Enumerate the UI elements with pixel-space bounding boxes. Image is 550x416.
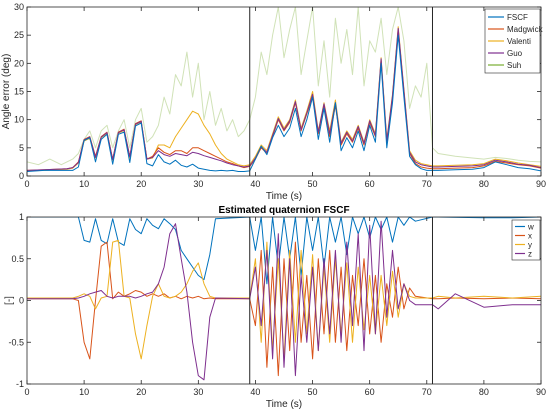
x-tick-label: 90 <box>536 387 546 397</box>
y-tick-label: -0.5 <box>8 337 24 347</box>
y-tick-label: 5 <box>19 143 24 153</box>
x-tick-label: 80 <box>479 387 489 397</box>
series-line-w <box>27 217 541 285</box>
x-tick-label: 50 <box>308 179 318 189</box>
x-tick-label: 80 <box>479 179 489 189</box>
x-tick-label: 40 <box>250 387 260 397</box>
y-tick-label: 15 <box>14 87 24 97</box>
y-tick-label: 30 <box>14 2 24 12</box>
x-tick-label: 0 <box>24 179 29 189</box>
y-tick-label: 10 <box>14 115 24 125</box>
quaternion-chart: 0 10 20 30 40 50 60 70 80 90 -1 -0.5 0 0.5 1 Time (s) [-… <box>4 205 546 410</box>
y-tick-label: 1 <box>19 212 24 222</box>
x-axis-label: Time (s) <box>266 191 302 202</box>
legend-label-guo: Guo <box>507 49 523 58</box>
x-tick-label: 70 <box>422 387 432 397</box>
legend-label-y: y <box>528 241 532 250</box>
x-tick-label: 10 <box>79 387 89 397</box>
y-tick-label: -1 <box>16 379 24 389</box>
y-axis-label: [-] <box>4 296 15 305</box>
series-line-z <box>27 220 541 381</box>
x-tick-label: 0 <box>24 387 29 397</box>
legend-label-madgwick: Madgwick <box>507 25 544 34</box>
legend: FSCF Madgwick Valenti Guo Suh <box>484 8 544 74</box>
x-tick-label: 90 <box>536 179 546 189</box>
y-tick-label: 0 <box>19 296 24 306</box>
x-tick-label: 20 <box>136 387 146 397</box>
x-tick-label: 40 <box>250 179 260 189</box>
x-tick-label: 70 <box>422 179 432 189</box>
legend-label-valenti: Valenti <box>507 37 531 46</box>
angle-error-chart: 0 10 20 30 40 50 60 70 80 90 0 5 10 15 20 25 30 Time (s) A… <box>1 2 546 202</box>
y-tick-label: 25 <box>14 30 24 40</box>
y-axis-label: Angle error (deg) <box>1 54 12 130</box>
series-line-fscf <box>27 34 541 172</box>
y-tick-label: 20 <box>14 58 24 68</box>
legend-label-fscf: FSCF <box>507 13 528 22</box>
x-tick-label: 10 <box>79 179 89 189</box>
x-tick-label: 20 <box>136 179 146 189</box>
legend-label-suh: Suh <box>507 61 521 70</box>
y-tick-label: 0 <box>19 171 24 181</box>
series-line-suh <box>27 7 541 166</box>
y-tick-label: 0.5 <box>11 254 24 264</box>
x-tick-label: 30 <box>193 179 203 189</box>
x-axis-label: Time (s) <box>266 399 302 410</box>
x-tick-label: 50 <box>308 387 318 397</box>
x-tick-label: 30 <box>193 387 203 397</box>
legend-label-w: w <box>527 223 534 232</box>
series-line-guo <box>27 27 541 171</box>
x-tick-label: 60 <box>365 179 375 189</box>
chart-title: Estimated quaternion FSCF <box>218 205 349 216</box>
x-tick-label: 60 <box>365 387 375 397</box>
legend-label-z: z <box>528 250 532 259</box>
series-line-valenti <box>27 26 541 172</box>
legend-label-x: x <box>528 232 532 241</box>
plot-area <box>27 7 541 176</box>
series-line-x <box>27 241 541 377</box>
